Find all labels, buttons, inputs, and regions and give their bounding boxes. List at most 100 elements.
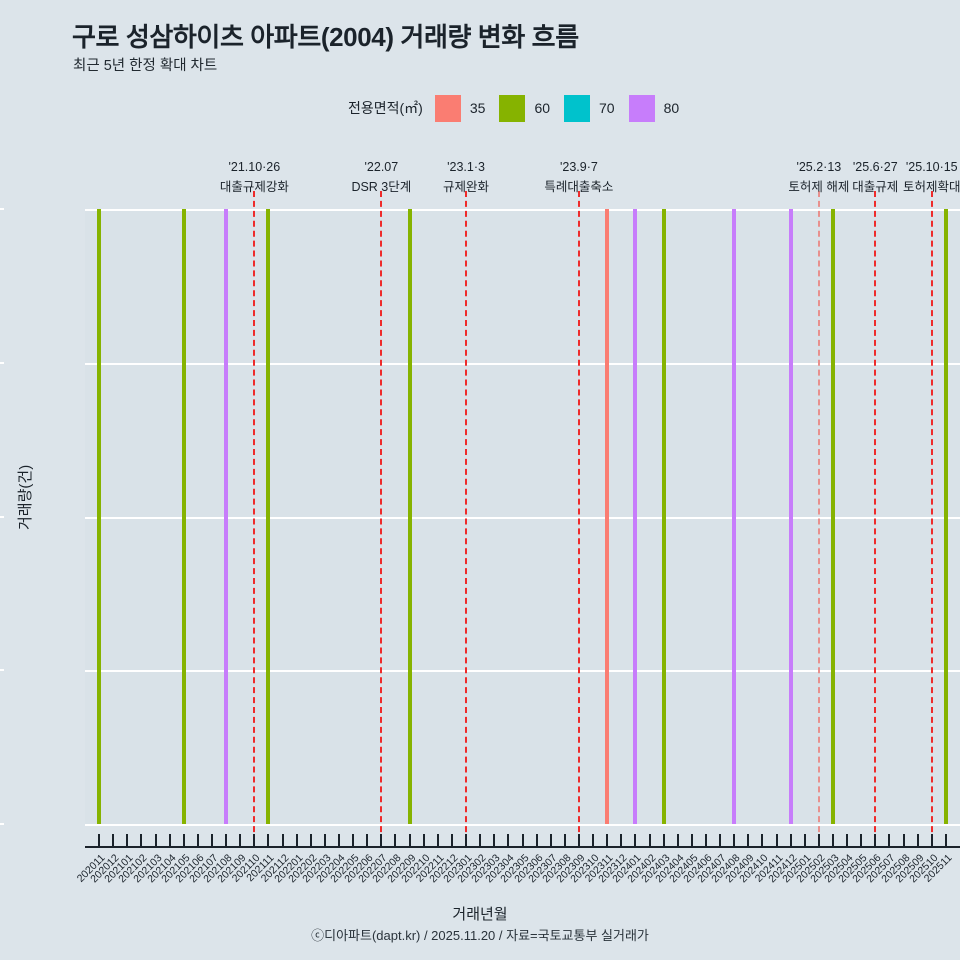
chart-legend: 전용면적(㎡) 35 60 70 80 (348, 94, 693, 122)
data-line-80-202412[interactable] (788, 209, 793, 824)
x-tick-mark (493, 834, 496, 846)
event-line-202110 (253, 191, 256, 842)
grid-line (85, 670, 960, 673)
x-tick-mark (888, 834, 891, 846)
x-tick-mark (394, 834, 397, 846)
x-tick-mark (634, 834, 637, 846)
x-tick-mark (648, 834, 651, 846)
x-axis-line (85, 846, 960, 848)
x-tick-mark (323, 834, 326, 846)
x-tick-mark (747, 834, 750, 846)
legend-swatch-icon (628, 94, 655, 122)
legend-title: 전용면적(㎡) (348, 100, 423, 116)
x-tick-mark (338, 834, 341, 846)
x-tick-mark (309, 834, 312, 846)
x-tick-mark (676, 834, 679, 846)
event-name: 규제완화 (443, 180, 490, 194)
event-name: 토허제 해제 (788, 180, 850, 194)
legend-item-label: 80 (663, 100, 680, 116)
data-line-80-202408[interactable] (732, 209, 737, 824)
legend-item-35[interactable]: 35 (434, 94, 486, 122)
grid-line (85, 362, 960, 365)
x-tick-mark (267, 834, 270, 846)
legend-item-70[interactable]: 70 (564, 94, 615, 122)
x-tick-mark (182, 834, 185, 846)
legend-item-label: 35 (469, 100, 486, 116)
x-tick-mark (196, 834, 199, 846)
event-date: '25.6·27 (852, 160, 898, 174)
data-line-60-202503[interactable] (830, 209, 835, 824)
x-tick-mark (775, 834, 778, 846)
event-line-202506 (874, 191, 877, 842)
x-tick-mark (860, 834, 863, 846)
grid-line (85, 824, 960, 826)
grid-line (85, 209, 960, 211)
x-tick-mark (366, 834, 369, 846)
data-line-35-202311[interactable] (605, 209, 610, 824)
y-tick-mark (0, 208, 4, 210)
x-tick-mark (662, 834, 665, 846)
footer-credit: ⓒ디아파트(dapt.kr) / 2025.11.20 / 자료=국토교통부 실… (311, 928, 649, 943)
x-tick-mark (507, 834, 510, 846)
event-label-202301: '23.1·3 규제완화 (443, 157, 489, 197)
event-name: 대출규제 (852, 180, 899, 194)
x-tick-mark (846, 834, 849, 846)
chart-subtitle: 최근 5년 한정 확대 차트 (73, 58, 218, 74)
event-label-202510: '25.10·15 토허제확대 (903, 157, 960, 197)
x-tick-mark (944, 834, 947, 846)
x-tick-mark (874, 834, 877, 846)
x-tick-mark (577, 834, 580, 846)
data-line-60-202111[interactable] (266, 209, 271, 824)
x-tick-mark (253, 834, 256, 846)
x-tick-mark (592, 834, 595, 846)
legend-item-60[interactable]: 60 (499, 94, 551, 122)
data-line-60-202209[interactable] (407, 209, 412, 824)
legend-swatch-icon (564, 94, 591, 122)
x-tick-mark (535, 834, 538, 846)
data-line-60-202511[interactable] (943, 209, 948, 824)
plot-area (85, 191, 960, 842)
x-tick-mark (422, 834, 425, 846)
event-line-202502 (817, 191, 820, 842)
y-tick-mark (0, 361, 4, 364)
x-tick-mark (761, 834, 764, 846)
legend-item-label: 60 (534, 100, 551, 116)
event-label-202502: '25.2·13 토허제 해제 (788, 157, 849, 197)
data-line-60-202105[interactable] (181, 209, 186, 824)
event-date: '25.10·15 (905, 160, 958, 174)
x-tick-mark (719, 834, 722, 846)
x-tick-mark (620, 834, 623, 846)
data-line-80-202401[interactable] (633, 209, 638, 824)
event-date: '22.07 (364, 160, 399, 174)
x-tick-mark (168, 834, 171, 846)
data-line-60-202403[interactable] (661, 209, 666, 824)
x-tick-mark (902, 834, 905, 846)
y-tick-mark (0, 823, 4, 825)
event-line-202207 (380, 191, 383, 842)
y-tick-mark (0, 515, 4, 518)
x-tick-mark (126, 834, 129, 846)
event-label-202506: '25.6·27 대출규제 (852, 157, 898, 197)
x-tick-mark (380, 834, 383, 846)
x-tick-mark (789, 834, 792, 846)
y-axis-title: 거래량(건) (17, 464, 34, 530)
x-tick-mark (465, 834, 468, 846)
x-tick-mark (549, 834, 552, 846)
event-name: DSR 3단계 (351, 180, 412, 194)
event-date: '23.9·7 (560, 160, 598, 174)
event-line-202510 (930, 191, 933, 842)
page-title: 구로 성삼하이츠 아파트(2004) 거래량 변화 흐름 (72, 22, 579, 52)
event-date: '25.2·13 (796, 160, 842, 174)
x-tick-mark (916, 834, 919, 846)
x-tick-mark (140, 834, 143, 846)
x-tick-mark (239, 834, 242, 846)
x-tick-mark (803, 834, 806, 846)
data-line-80-202108[interactable] (224, 209, 229, 824)
event-label-202207: '22.07 DSR 3단계 (351, 157, 411, 197)
x-tick-mark (154, 834, 157, 846)
legend-item-80[interactable]: 80 (628, 94, 680, 122)
y-tick-mark (0, 669, 4, 672)
event-label-202110: '21.10·26 대출규제강화 (220, 157, 289, 197)
data-line-60-202011[interactable] (97, 209, 102, 824)
